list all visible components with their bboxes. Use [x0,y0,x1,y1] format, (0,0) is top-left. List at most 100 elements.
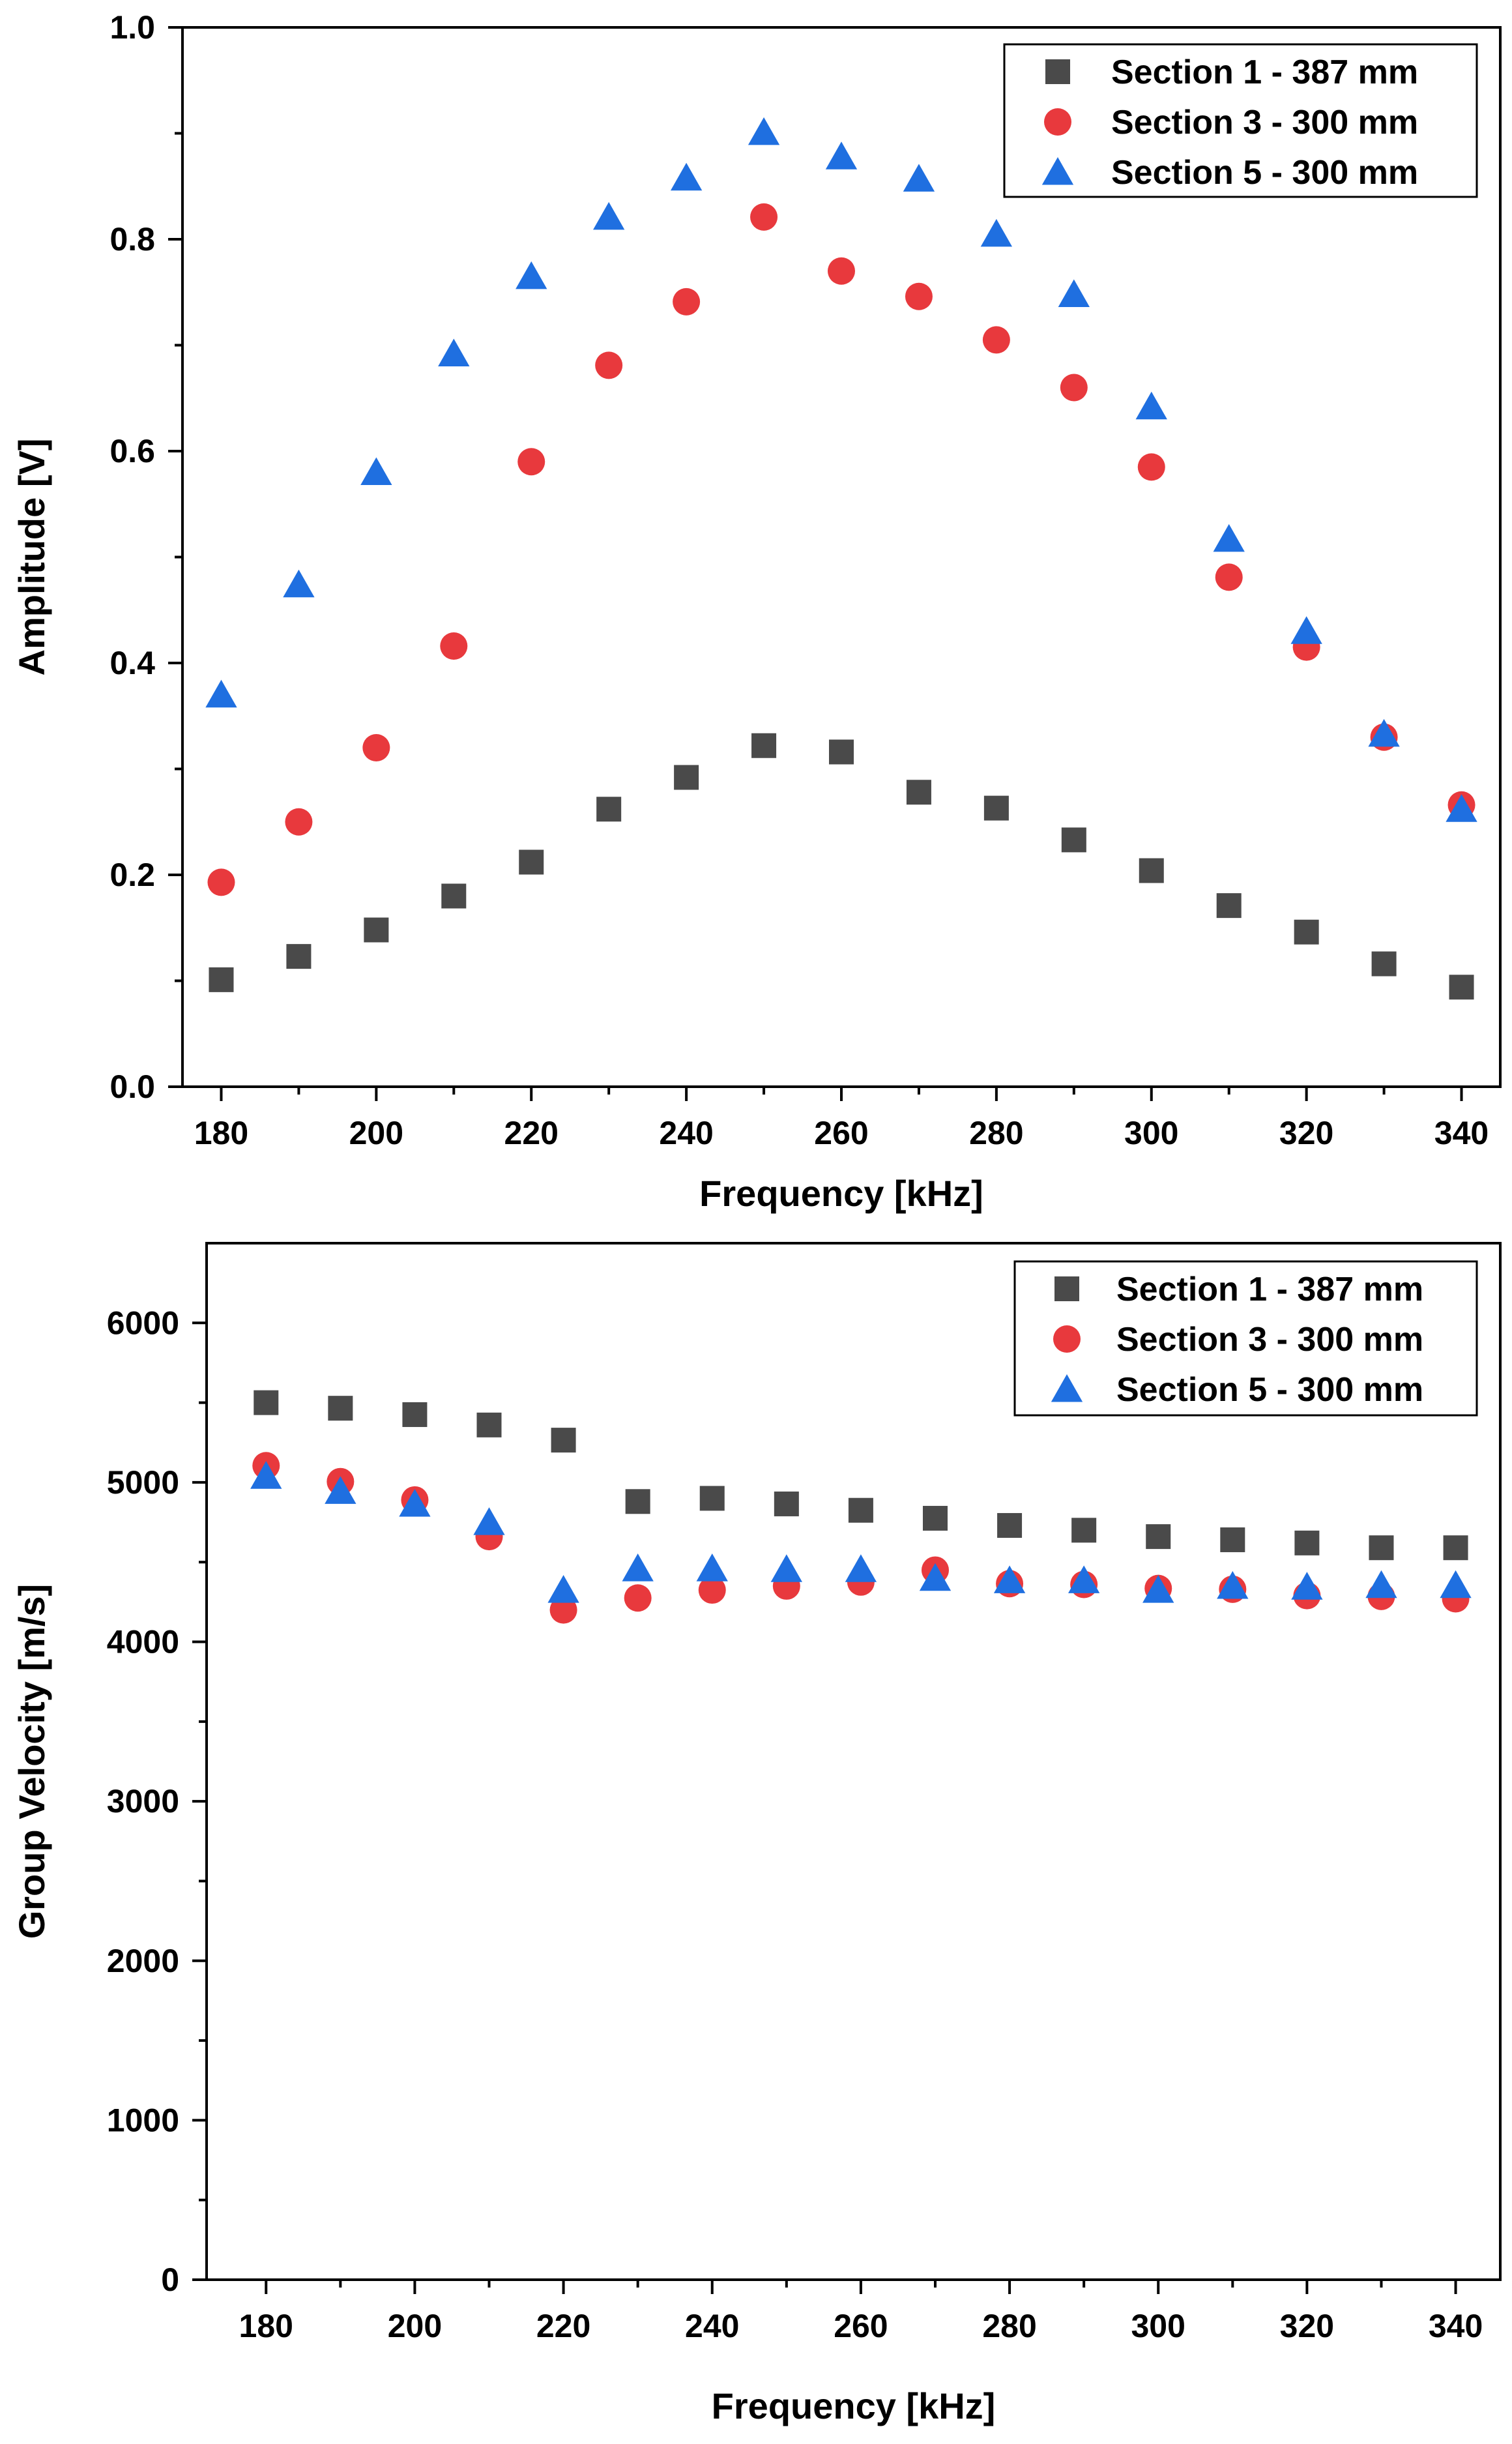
data-point [360,457,392,486]
data-point [1142,1575,1174,1603]
legend-marker [1053,1325,1081,1353]
series-2 [252,1452,1470,1624]
x-tick-label: 200 [388,2308,442,2344]
data-point [1440,1570,1472,1598]
data-point [549,1596,577,1624]
data-point [622,1553,654,1582]
data-point [1369,1535,1394,1561]
x-tick-label: 340 [1434,1115,1489,1151]
data-point [1443,1535,1468,1561]
legend-label: Section 3 - 300 mm [1111,104,1418,141]
series-2 [207,203,1476,896]
series-1 [209,733,1474,1000]
data-point [748,117,780,145]
y-axis-title: Amplitude [V] [11,439,52,676]
y-tick-label: 1.0 [109,9,155,46]
x-tick-label: 180 [194,1115,248,1151]
y-tick-label: 0.4 [109,645,155,681]
data-point [325,1476,356,1504]
x-tick-label: 260 [814,1115,868,1151]
data-point [751,733,777,758]
x-axis-title: Frequency [kHz] [699,1173,983,1214]
data-point [596,797,622,822]
y-tick-label: 0.2 [109,857,155,893]
x-tick-label: 200 [349,1115,403,1151]
data-point [624,1584,652,1612]
data-point [906,780,931,805]
data-point [774,1491,799,1516]
x-tick-label: 240 [685,2308,739,2344]
data-point [441,883,467,909]
x-tick-label: 280 [982,2308,1036,2344]
data-point [209,967,234,992]
data-point [547,1575,579,1603]
y-tick-label: 0.0 [109,1068,155,1105]
x-tick-label: 320 [1279,1115,1333,1151]
data-point [476,1412,502,1437]
data-point [1291,1572,1323,1600]
data-point [250,1461,282,1489]
legend: Section 1 - 387 mm Section 3 - 300 mm Sect… [1003,43,1478,198]
data-point [1446,794,1477,822]
data-point [473,1507,505,1535]
data-point [283,569,315,598]
data-point [1146,1524,1171,1550]
legend-marker [1044,108,1071,136]
data-point [825,141,858,169]
data-point [1058,279,1090,308]
y-tick-label: 5000 [107,1464,179,1501]
data-point [593,201,625,230]
x-tick-label: 340 [1429,2308,1483,2344]
x-tick-label: 300 [1124,1115,1178,1151]
data-point [551,1428,576,1453]
series-3 [205,117,1477,822]
data-point [674,765,699,790]
data-point [595,351,623,379]
data-point [770,1554,802,1582]
legend-marker [1051,1374,1083,1402]
data-point [1217,1570,1249,1599]
data-point [286,944,312,969]
data-point [1290,616,1322,644]
data-point [1213,523,1245,552]
data-point [993,1565,1026,1593]
x-tick-label: 180 [239,2308,293,2344]
data-point [1139,858,1164,883]
data-point [254,1390,279,1415]
legend-box [1003,43,1478,198]
data-point [402,1402,428,1427]
y-tick-label: 1000 [107,2102,179,2138]
legend: Section 1 - 387 mm Section 3 - 300 mm Sect… [1013,1260,1478,1417]
data-point [1294,1530,1320,1555]
data-point [982,326,1010,354]
data-point [983,795,1009,821]
data-point [670,162,703,191]
data-point [1137,453,1165,481]
plot-frame [205,1242,1502,2281]
data-point [1371,951,1397,977]
data-point [828,257,855,285]
y-axis-title: Group Velocity [m/s] [11,1584,52,1939]
data-point [673,287,701,316]
data-point [285,808,313,836]
legend-label: Section 5 - 300 mm [1111,154,1418,192]
x-tick-label: 220 [536,2308,590,2344]
y-tick-label: 0 [161,2261,179,2298]
data-point [1135,391,1167,420]
y-tick-label: 6000 [107,1304,179,1341]
x-tick-label: 280 [969,1115,1023,1151]
data-point [1215,563,1243,591]
data-point [750,203,778,231]
data-point [1368,718,1400,747]
data-point [1365,1570,1397,1598]
data-point [845,1554,877,1582]
x-tick-label: 240 [659,1115,713,1151]
data-point [905,282,933,310]
x-tick-label: 320 [1280,2308,1334,2344]
legend-box [1013,1260,1478,1417]
legend-label: Section 1 - 387 mm [1111,53,1418,91]
chart-1: 180 200 220 240 260 280 300 320 340 0.0 0.2 0.4 0.6 0… [11,9,1502,1214]
legend-label: Section 5 - 300 mm [1116,1371,1423,1409]
y-tick-label: 2000 [107,1943,179,1979]
